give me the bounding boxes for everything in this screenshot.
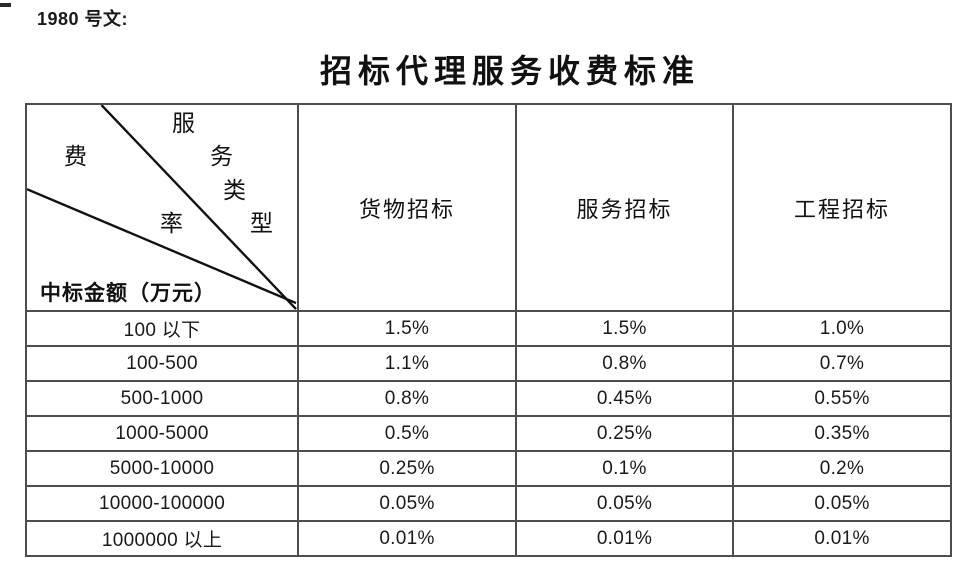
engineering-rate-cell: 0.05%: [732, 485, 952, 522]
goods-rate-cell: 1.1%: [297, 345, 517, 382]
service-rate-cell: 0.45%: [515, 380, 734, 417]
goods-rate-cell: 0.01%: [297, 520, 517, 557]
amount-range-cell: 100-500: [25, 345, 299, 382]
column-header-goods: 货物招标: [297, 103, 517, 312]
goods-rate-cell: 0.5%: [297, 415, 517, 452]
amount-range-cell: 500-1000: [25, 380, 299, 417]
engineering-rate-cell: 0.2%: [732, 450, 952, 487]
amount-range-cell: 1000000 以上: [25, 520, 299, 557]
corner-label-amount: 中标金额（万元）: [40, 281, 216, 305]
table-row: 100-500 1.1% 0.8% 0.7%: [25, 345, 952, 382]
corner-header-cell: 服 务 类 型 费 率 中标金额（万元）: [25, 103, 299, 312]
screen-edge-artifact: [0, 3, 11, 7]
table-row: 1000000 以上 0.01% 0.01% 0.01%: [25, 520, 952, 557]
amount-range-cell: 5000-10000: [25, 450, 299, 487]
table-row: 500-1000 0.8% 0.45% 0.55%: [25, 380, 952, 417]
amount-range-cell: 10000-100000: [25, 485, 299, 522]
corner-label-service-type-char: 类: [223, 178, 246, 203]
table-row: 10000-100000 0.05% 0.05% 0.05%: [25, 485, 952, 522]
amount-range-cell: 100 以下: [25, 310, 299, 347]
diagonal-divider-lines: [27, 105, 297, 310]
engineering-rate-cell: 0.01%: [732, 520, 952, 557]
fee-standard-table: 服 务 类 型 费 率 中标金额（万元） 货物招标 服务招标 工程招标 100 …: [25, 103, 952, 557]
table-row: 1000-5000 0.5% 0.25% 0.35%: [25, 415, 952, 452]
column-header-engineering: 工程招标: [732, 103, 952, 312]
corner-label-service-type-char: 型: [250, 211, 273, 236]
column-header-service: 服务招标: [515, 103, 734, 312]
service-rate-cell: 0.05%: [515, 485, 734, 522]
corner-label-fee-rate-char: 率: [160, 211, 183, 236]
service-rate-cell: 0.01%: [515, 520, 734, 557]
service-rate-cell: 0.1%: [515, 450, 734, 487]
corner-label-fee-rate-char: 费: [64, 144, 87, 169]
service-rate-cell: 0.25%: [515, 415, 734, 452]
doc-number-label: 1980 号文:: [37, 9, 129, 29]
engineering-rate-cell: 0.55%: [732, 380, 952, 417]
engineering-rate-cell: 0.7%: [732, 345, 952, 382]
goods-rate-cell: 1.5%: [297, 310, 517, 347]
table-row: 100 以下 1.5% 1.5% 1.0%: [25, 310, 952, 347]
amount-range-cell: 1000-5000: [25, 415, 299, 452]
table-header-row: 服 务 类 型 费 率 中标金额（万元） 货物招标 服务招标 工程招标: [25, 103, 952, 312]
goods-rate-cell: 0.05%: [297, 485, 517, 522]
page-title: 招标代理服务收费标准: [319, 53, 700, 89]
goods-rate-cell: 0.25%: [297, 450, 517, 487]
engineering-rate-cell: 0.35%: [732, 415, 952, 452]
corner-label-service-type-char: 务: [210, 144, 233, 169]
corner-label-service-type-char: 服: [172, 111, 195, 136]
goods-rate-cell: 0.8%: [297, 380, 517, 417]
service-rate-cell: 0.8%: [515, 345, 734, 382]
engineering-rate-cell: 1.0%: [732, 310, 952, 347]
table-row: 5000-10000 0.25% 0.1% 0.2%: [25, 450, 952, 487]
service-rate-cell: 1.5%: [515, 310, 734, 347]
